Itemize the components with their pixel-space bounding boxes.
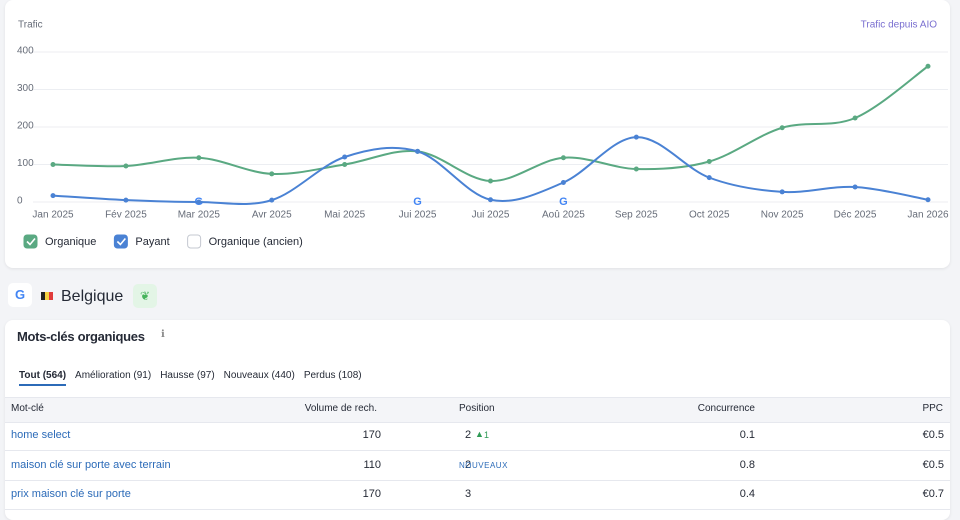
section-title: Mots-clés organiques xyxy=(17,329,145,344)
point xyxy=(488,197,493,203)
point xyxy=(779,189,785,195)
column-header[interactable]: Position xyxy=(459,403,495,414)
tab[interactable]: Nouveaux (440) xyxy=(223,370,295,381)
series-line xyxy=(52,136,929,205)
badge: NOUVEAUX xyxy=(459,460,508,470)
x-tick-label: Nov 2025 xyxy=(761,210,804,221)
tab[interactable]: Tout (564) xyxy=(19,370,67,386)
point xyxy=(852,115,858,121)
table-row: home select 170 2 ▲ 1 0.1 €0.5 xyxy=(5,421,950,451)
table-header xyxy=(5,397,950,423)
legend-checkbox[interactable] xyxy=(113,234,128,249)
point xyxy=(123,197,129,203)
point xyxy=(342,162,348,167)
point xyxy=(852,184,858,190)
point xyxy=(123,163,129,169)
y-tick-label: 300 xyxy=(17,83,34,94)
x-tick-label: Sep 2025 xyxy=(615,210,658,221)
keyword[interactable]: home select xyxy=(11,429,71,441)
keyword[interactable]: maison clé sur porte avec terrain xyxy=(11,458,171,471)
tab[interactable]: Amélioration (91) xyxy=(75,370,152,381)
point xyxy=(50,162,56,167)
x-tick-label: Aoû 2025 xyxy=(542,210,585,221)
x-tick-label: Mai 2025 xyxy=(324,210,366,221)
point xyxy=(633,134,639,140)
position-change-value: 1 xyxy=(484,430,490,440)
legend-label: Payant xyxy=(135,236,169,248)
ppc: €0.5 xyxy=(922,458,944,471)
point xyxy=(925,197,931,203)
x-tick-label: Mar 2025 xyxy=(178,210,221,221)
position: 2 xyxy=(465,458,472,471)
x-tick-label: Jan 2025 xyxy=(32,210,74,221)
position: 2 xyxy=(465,429,472,441)
point xyxy=(779,125,785,131)
volume: 170 xyxy=(362,429,381,441)
point xyxy=(269,197,275,203)
point xyxy=(706,159,712,164)
y-tick-label: 200 xyxy=(17,121,34,132)
volume: 170 xyxy=(362,488,381,500)
x-tick-label: Déc 2025 xyxy=(834,210,877,221)
point xyxy=(50,193,56,199)
x-tick-label: Jui 2025 xyxy=(472,210,510,221)
legend-label: Organique (ancien) xyxy=(209,236,303,248)
point xyxy=(706,175,712,181)
google-icon: G xyxy=(8,283,32,307)
x-tick-label: Avr 2025 xyxy=(252,210,292,221)
x-tick-label: Oct 2025 xyxy=(689,210,730,221)
legend-label: Organique xyxy=(45,236,96,248)
flag-icon xyxy=(41,292,53,300)
table-row: prix maison clé sur porte 170 3 0.4 €0.7 xyxy=(5,480,950,510)
check-icon xyxy=(26,237,36,246)
legend-checkbox[interactable] xyxy=(23,234,38,249)
x-tick-label: Jui 2025 xyxy=(399,210,437,221)
x-tick-label: Fév 2025 xyxy=(105,210,147,221)
y-axis-label: Trafic xyxy=(18,20,43,31)
y-tick-label: 0 xyxy=(17,196,23,207)
google-update-icon: G xyxy=(559,196,568,208)
country: Belgique xyxy=(61,288,124,305)
volume: 110 xyxy=(363,458,381,471)
competition: 0.8 xyxy=(739,458,755,471)
column-header[interactable]: Mot-clé xyxy=(11,403,44,414)
chart: Trafic Trafic depuis AIO 0 100 200 300 400 Ja… xyxy=(17,20,949,249)
check-icon xyxy=(116,237,126,246)
keyword[interactable]: prix maison clé sur porte xyxy=(11,488,131,500)
leaf-icon: ❦ xyxy=(133,284,157,308)
legend-checkbox[interactable] xyxy=(187,234,202,249)
y-tick-label: 400 xyxy=(17,46,34,57)
point xyxy=(925,63,931,69)
column-header[interactable]: Concurrence xyxy=(697,403,755,414)
position: 3 xyxy=(465,488,472,500)
point xyxy=(560,155,566,161)
table-row: maison clé sur porte avec terrain 110 2 NOU… xyxy=(5,451,950,481)
point xyxy=(633,166,639,172)
series-line xyxy=(52,65,929,183)
google-update-icon: G xyxy=(413,196,422,208)
point xyxy=(415,148,421,154)
ppc: €0.5 xyxy=(922,429,944,441)
column-header[interactable]: PPC xyxy=(922,403,943,414)
point xyxy=(560,180,566,185)
competition: 0.1 xyxy=(739,429,755,441)
annotation[interactable]: Trafic depuis AIO xyxy=(861,20,938,31)
point xyxy=(269,171,275,177)
x-tick-label: Jan 2026 xyxy=(907,210,949,221)
point xyxy=(196,199,202,205)
ppc: €0.7 xyxy=(922,488,944,500)
column-header[interactable]: Volume de rech. xyxy=(304,403,377,414)
info-icon[interactable]: ℹ xyxy=(161,329,165,340)
position-change: ▲ xyxy=(475,429,484,439)
tab[interactable]: Perdus (108) xyxy=(303,370,362,381)
y-tick-label: 100 xyxy=(17,158,34,169)
tab[interactable]: Hausse (97) xyxy=(160,370,215,381)
point xyxy=(342,154,348,160)
chart-card xyxy=(5,0,950,268)
competition: 0.4 xyxy=(739,488,755,500)
point xyxy=(488,178,493,184)
point xyxy=(196,155,202,161)
